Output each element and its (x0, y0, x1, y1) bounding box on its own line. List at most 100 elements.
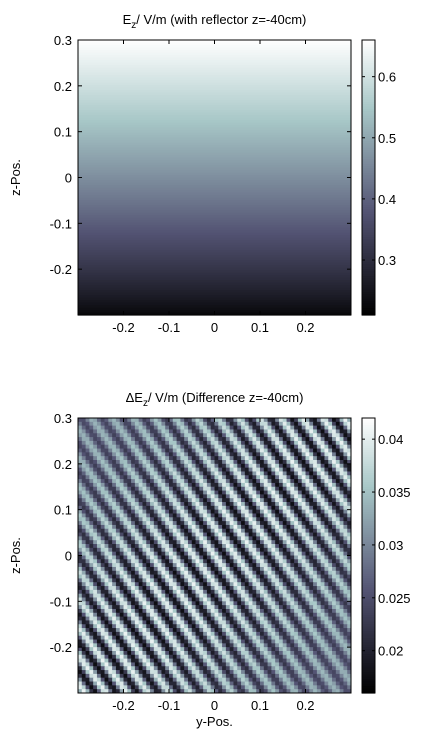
heatmap-cell (218, 570, 223, 576)
heatmap-cell (169, 517, 174, 522)
heatmap-cell (339, 433, 344, 438)
colorbar-step (362, 202, 375, 206)
heatmap-cell (263, 620, 269, 625)
heatmap-cell (195, 463, 200, 469)
heatmap-cell (195, 521, 200, 526)
heatmap-cell (93, 574, 98, 579)
heatmap-cell (275, 482, 280, 488)
heatmap-cell (237, 456, 242, 461)
heatmap-cell (134, 570, 140, 576)
heatmap-cell (301, 593, 306, 599)
heatmap-cell (142, 444, 147, 450)
heatmap-cell (191, 498, 197, 503)
heatmap-cell (157, 566, 162, 572)
heatmap-cell (100, 448, 106, 453)
heatmap-cell (150, 494, 155, 499)
heatmap-cell (214, 620, 219, 625)
heatmap-cell (199, 418, 204, 423)
heatmap-cell (89, 429, 94, 434)
heatmap-cell (301, 547, 306, 553)
heatmap-cell (161, 570, 166, 576)
heatmap-cell (316, 650, 322, 656)
heatmap-cell (305, 421, 310, 427)
heatmap-cell (199, 620, 204, 625)
heatmap-cell (115, 628, 121, 633)
heatmap-cell (169, 421, 174, 427)
heatmap-cell (290, 460, 295, 465)
heatmap-cell (282, 551, 288, 556)
heatmap-cell (199, 650, 204, 656)
heatmap-cell (115, 437, 121, 442)
heatmap-cell (127, 509, 132, 514)
heatmap-cell (78, 285, 351, 289)
heatmap-cell (150, 639, 155, 644)
heatmap-cell (89, 502, 94, 507)
heatmap-cell (332, 513, 337, 518)
heatmap-cell (150, 551, 155, 556)
heatmap-cell (127, 647, 132, 652)
colorbar-step (362, 127, 375, 130)
heatmap-cell (301, 639, 306, 644)
heatmap-cell (142, 448, 147, 453)
heatmap-cell (165, 631, 170, 637)
heatmap-cell (210, 440, 215, 446)
heatmap-cell (222, 517, 227, 522)
heatmap-cell (335, 421, 341, 427)
heatmap-cell (252, 418, 257, 423)
heatmap-cell (267, 425, 272, 430)
heatmap-cell (131, 528, 136, 534)
heatmap-cell (100, 498, 106, 503)
heatmap-cell (127, 482, 132, 488)
heatmap-cell (153, 628, 159, 633)
heatmap-cell (78, 643, 83, 648)
heatmap-cell (320, 647, 325, 652)
heatmap-cell (81, 616, 87, 621)
heatmap-cell (324, 437, 329, 442)
heatmap-cell (78, 100, 351, 104)
heatmap-cell (286, 605, 291, 610)
heatmap-cell (225, 524, 231, 530)
heatmap-cell (131, 517, 136, 522)
heatmap-cell (252, 597, 257, 602)
heatmap-cell (309, 578, 314, 583)
heatmap-cell (305, 574, 310, 579)
heatmap-cell (85, 456, 90, 461)
heatmap-cell (157, 456, 162, 461)
heatmap-cell (324, 467, 329, 472)
heatmap-cell (309, 429, 314, 434)
heatmap-cell (214, 647, 219, 652)
heatmap-cell (104, 486, 109, 492)
heatmap-cell (104, 490, 109, 495)
heatmap-cell (184, 628, 189, 633)
heatmap-cell (248, 601, 253, 606)
heatmap-cell (157, 597, 162, 602)
heatmap-cell (172, 505, 178, 511)
heatmap-cell (286, 589, 291, 595)
heatmap-cell (81, 471, 87, 476)
heatmap-cell (150, 662, 155, 667)
heatmap-cell (78, 662, 83, 667)
heatmap-cell (112, 521, 117, 526)
heatmap-cell (112, 654, 117, 660)
heatmap-cell (123, 463, 128, 469)
heatmap-cell (222, 582, 227, 587)
title-subscript: z (131, 20, 136, 31)
heatmap-cell (252, 517, 257, 522)
heatmap-cell (271, 559, 276, 564)
heatmap-cell (112, 440, 117, 446)
heatmap-cell (161, 624, 166, 629)
colorbar-tick-label: 0.5 (378, 131, 396, 146)
heatmap-cell (108, 421, 113, 427)
heatmap-cell (313, 586, 318, 591)
heatmap-cell (335, 555, 341, 560)
heatmap-cell (119, 444, 124, 450)
heatmap-cell (203, 601, 208, 606)
heatmap-cell (248, 559, 253, 564)
heatmap-cell (256, 479, 261, 484)
heatmap-cell (161, 643, 166, 648)
heatmap-cell (123, 505, 128, 511)
heatmap-cell (203, 547, 208, 553)
heatmap-cell (233, 570, 238, 576)
heatmap-cell (241, 452, 246, 457)
heatmap-cell (138, 471, 143, 476)
